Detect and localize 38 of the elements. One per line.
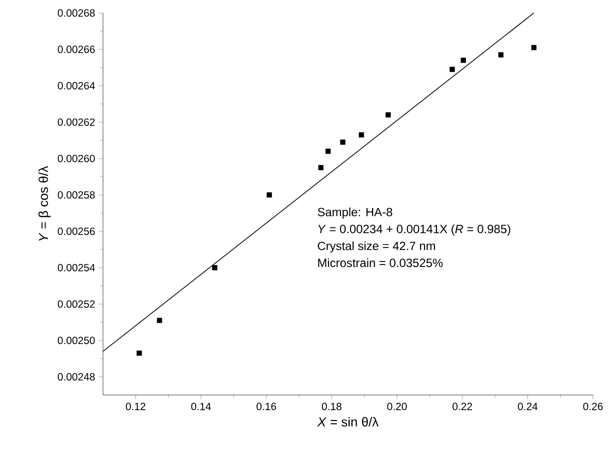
x-tick-label: 0.14	[191, 402, 211, 410]
point	[386, 112, 391, 118]
point	[450, 66, 455, 72]
x-tick-label: 0.20	[387, 402, 407, 410]
point	[325, 148, 331, 154]
point	[156, 318, 162, 324]
x-tick-label: 0.22	[452, 402, 472, 410]
point	[340, 140, 346, 145]
x-axis-title: X = sin θ/λ	[317, 417, 378, 427]
x-tick-label: 0.26	[583, 402, 603, 410]
y-tick-label: 0.00256	[58, 228, 95, 235]
x-tick-label: 0.18	[322, 402, 342, 410]
y-axis-title: Y = β cos θ/λ	[38, 166, 51, 241]
point	[136, 350, 142, 356]
y-tick-label: 0.00264	[58, 82, 95, 90]
y-tick-label: 0.00252	[58, 300, 95, 308]
y-tick-label: 0.00262	[58, 118, 95, 126]
y-tick-label: 0.00268	[58, 9, 95, 17]
annotation: Sample: HA-8	[318, 208, 392, 219]
point	[460, 58, 466, 63]
x-tick-label: 0.24	[518, 402, 538, 410]
point	[531, 44, 536, 50]
annotation: Crystal size = 42.7 nm	[318, 241, 436, 253]
point	[266, 192, 272, 198]
point	[212, 265, 218, 270]
point	[358, 132, 364, 138]
y-tick-label: 0.00248	[58, 373, 95, 381]
annotation: Y = 0.00234 + 0.00141X (R = 0.985)	[318, 224, 510, 236]
y-tick-label: 0.00260	[58, 154, 95, 162]
y-tick-label: 0.00254	[58, 264, 95, 272]
y-tick-label: 0.00250	[58, 336, 95, 344]
x-tick-label: 0.16	[256, 402, 276, 410]
point	[498, 52, 504, 58]
x-tick-label: 0.12	[126, 402, 146, 410]
y-tick-label: 0.00258	[58, 191, 95, 199]
annotation: Microstrain = 0.03525%	[318, 258, 443, 268]
point	[318, 165, 324, 170]
y-tick-label: 0.00266	[58, 46, 95, 54]
